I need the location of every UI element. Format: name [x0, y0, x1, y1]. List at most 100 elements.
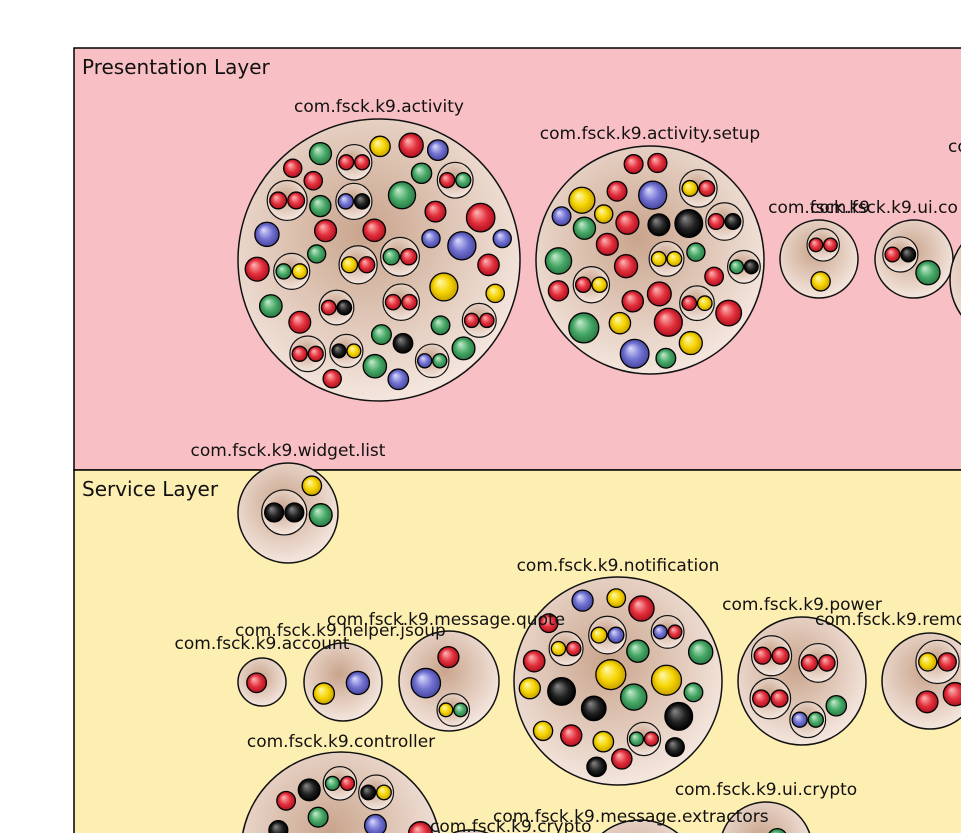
class-ball — [590, 626, 608, 644]
class-ball — [451, 336, 476, 361]
package-label: com.fsck.k9.power — [722, 595, 882, 615]
package — [779, 219, 859, 299]
class-ball — [595, 232, 619, 256]
class-ball — [439, 172, 456, 189]
packages — [237, 118, 961, 833]
class-ball — [246, 672, 268, 694]
class-ball — [370, 324, 392, 346]
class-ball — [360, 784, 377, 801]
class-ball — [574, 276, 592, 294]
class-ball — [593, 204, 614, 224]
class-ball — [884, 246, 901, 263]
package-label: com.fsck.k9.widget.list — [191, 441, 386, 461]
class-ball — [429, 272, 459, 302]
package-circle — [721, 801, 811, 833]
class-ball — [647, 152, 668, 174]
class-ball — [647, 213, 671, 237]
class-ball — [447, 231, 477, 261]
class-ball — [628, 595, 655, 622]
class-ball — [287, 191, 306, 210]
class-ball — [463, 312, 480, 329]
package-circle — [450, 829, 490, 833]
class-ball — [800, 654, 819, 672]
class-ball — [339, 775, 356, 792]
class-ball — [550, 640, 567, 657]
class-ball — [768, 827, 787, 833]
class-ball — [900, 246, 917, 263]
package-label: com.fsck.k9.controller — [247, 732, 435, 752]
class-ball — [613, 253, 639, 279]
class-ball — [915, 259, 941, 286]
class-ball — [322, 369, 342, 389]
class-ball — [770, 689, 789, 708]
class-ball — [752, 689, 771, 708]
class-ball — [346, 343, 362, 359]
class-ball — [807, 711, 824, 728]
class-ball — [942, 681, 961, 707]
class-ball — [650, 664, 683, 696]
class-ball — [438, 702, 454, 718]
class-ball — [387, 368, 410, 391]
class-ball — [674, 209, 704, 239]
package — [237, 118, 521, 402]
class-ball — [324, 775, 341, 792]
class-ball — [307, 345, 324, 362]
package — [237, 462, 339, 564]
class-ball — [937, 652, 957, 672]
class-ball — [336, 299, 353, 316]
class-ball — [254, 221, 280, 248]
class-ball — [401, 293, 418, 311]
class-ball — [606, 588, 627, 609]
class-ball — [664, 737, 685, 758]
class-ball — [595, 659, 627, 691]
class-ball — [345, 670, 371, 696]
package — [513, 576, 723, 786]
package — [535, 145, 765, 375]
class-ball — [465, 202, 496, 233]
class-ball — [808, 237, 824, 253]
class-ball — [707, 212, 725, 231]
class-ball — [743, 259, 759, 275]
class-ball — [369, 135, 391, 158]
class-ball — [681, 179, 699, 197]
package-label: co — [948, 137, 961, 157]
class-ball — [686, 242, 706, 262]
class-ball — [410, 162, 433, 184]
class-ball — [623, 154, 644, 175]
class-ball — [628, 731, 645, 747]
class-ball — [607, 626, 625, 644]
class-ball — [331, 343, 347, 359]
class-ball — [362, 218, 387, 243]
package-circle — [601, 819, 679, 833]
class-ball — [681, 295, 698, 312]
class-ball — [626, 639, 650, 663]
class-ball — [284, 502, 305, 523]
class-ball — [683, 682, 704, 703]
class-ball — [309, 194, 332, 218]
sub-package — [261, 489, 308, 536]
class-ball — [384, 293, 402, 311]
class-ball — [608, 311, 632, 335]
package — [949, 244, 961, 316]
class-ball — [424, 200, 447, 223]
class-ball — [276, 790, 297, 811]
class-ball — [615, 210, 640, 235]
class-ball — [492, 228, 512, 249]
package-label: com.fsck.k9.activity.setup — [540, 124, 760, 144]
class-ball — [619, 338, 650, 369]
class-ball — [337, 193, 354, 210]
class-ball — [453, 702, 469, 718]
class-ball — [568, 186, 596, 214]
package-label: com.fsck.k9.notification — [517, 556, 720, 576]
package-circle — [398, 630, 500, 732]
package-label: com.fsck.k9 — [768, 198, 870, 218]
class-ball — [810, 271, 831, 292]
package-circle — [949, 244, 961, 316]
class-ball — [724, 212, 742, 231]
package — [737, 616, 867, 746]
class-ball — [340, 256, 359, 274]
package-label: com.fsck.k9.ui.co — [810, 198, 958, 218]
package-circle — [303, 642, 383, 722]
package-label: com.fsck.k9.activity — [294, 97, 464, 117]
